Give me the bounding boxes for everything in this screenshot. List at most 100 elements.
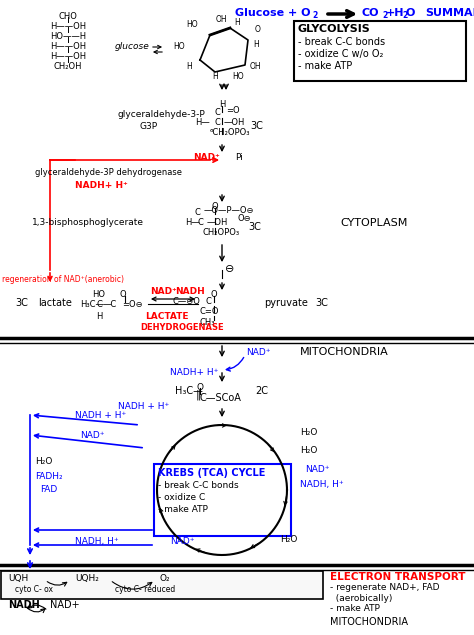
Text: HO: HO: [232, 72, 244, 81]
Text: C—SCoA: C—SCoA: [200, 393, 242, 403]
Text: Pi: Pi: [235, 153, 243, 162]
Text: glyceraldehyde-3P dehydrogenase: glyceraldehyde-3P dehydrogenase: [35, 168, 182, 177]
Text: CYTOPLASM: CYTOPLASM: [340, 218, 407, 228]
Text: MITOCHONDRIA: MITOCHONDRIA: [330, 617, 408, 627]
Text: H——OH: H——OH: [50, 42, 86, 51]
Text: NAD⁺: NAD⁺: [170, 537, 194, 546]
FancyBboxPatch shape: [0, 570, 474, 605]
Text: FADH₂: FADH₂: [35, 472, 63, 481]
Text: O: O: [212, 202, 219, 211]
Text: MITOCHONDRIA: MITOCHONDRIA: [300, 347, 389, 357]
Text: NADH+ H⁺: NADH+ H⁺: [75, 181, 128, 190]
Text: NAD⁺: NAD⁺: [193, 153, 220, 162]
Text: C—⊖O: C—⊖O: [172, 297, 200, 306]
FancyBboxPatch shape: [294, 21, 466, 81]
Text: C: C: [96, 300, 102, 309]
Text: ⁶CH₂OPO₃: ⁶CH₂OPO₃: [210, 128, 250, 137]
Text: NAD⁺: NAD⁺: [305, 465, 329, 474]
Text: 1,3-bisphosphoglycerate: 1,3-bisphosphoglycerate: [32, 218, 144, 227]
Text: CH₂OH: CH₂OH: [54, 62, 82, 71]
Text: KREBS (TCA) CYCLE: KREBS (TCA) CYCLE: [158, 468, 265, 478]
Text: UQH: UQH: [8, 574, 28, 583]
Text: NADH, H⁺: NADH, H⁺: [75, 537, 118, 546]
Text: H: H: [96, 312, 102, 321]
Text: =O⊖: =O⊖: [122, 300, 143, 309]
Text: —OH: —OH: [224, 118, 246, 127]
Text: OH: OH: [216, 15, 228, 24]
Text: +H: +H: [386, 8, 404, 18]
Text: G3P: G3P: [140, 122, 158, 131]
Text: CHO: CHO: [59, 12, 77, 21]
Text: O⊖: O⊖: [238, 214, 252, 223]
Text: —O—P—O⊖: —O—P—O⊖: [204, 206, 255, 215]
Text: - break C-C bonds: - break C-C bonds: [298, 37, 385, 47]
Text: H: H: [186, 62, 192, 71]
Text: NADH + H⁺: NADH + H⁺: [75, 411, 126, 420]
Text: C: C: [194, 208, 200, 217]
Text: O₂: O₂: [160, 574, 171, 583]
Text: DEHYDROGENASE: DEHYDROGENASE: [140, 323, 224, 332]
Text: regeneration of NAD⁺(anerobic): regeneration of NAD⁺(anerobic): [2, 275, 124, 284]
Text: H—: H—: [185, 218, 200, 227]
Text: 3C: 3C: [250, 121, 263, 131]
Text: H—: H—: [195, 118, 210, 127]
Text: (aerobically): (aerobically): [330, 594, 392, 603]
Text: O: O: [210, 290, 217, 299]
Text: - regenerate NAD+, FAD: - regenerate NAD+, FAD: [330, 583, 439, 592]
Text: NADH+ H⁺: NADH+ H⁺: [170, 368, 219, 377]
Text: glyceraldehyde-3-P: glyceraldehyde-3-P: [118, 110, 206, 119]
Text: NAD⁺: NAD⁺: [246, 348, 271, 357]
Text: O: O: [197, 383, 203, 392]
Text: 3C: 3C: [315, 298, 328, 308]
Text: H₂O: H₂O: [300, 428, 318, 437]
Text: - oxidize C w/o O₂: - oxidize C w/o O₂: [298, 49, 383, 59]
Text: lactate: lactate: [38, 298, 72, 308]
Text: H: H: [253, 40, 259, 49]
Text: C: C: [214, 118, 220, 127]
Text: 2: 2: [382, 11, 387, 20]
Text: HO: HO: [186, 20, 198, 29]
Text: O: O: [406, 8, 415, 18]
Text: HO——H: HO——H: [50, 32, 86, 41]
Text: O: O: [120, 290, 127, 299]
Text: OH: OH: [250, 62, 262, 71]
Text: ‖: ‖: [196, 390, 201, 401]
Text: ⊖: ⊖: [225, 264, 234, 274]
FancyBboxPatch shape: [1, 571, 323, 599]
Text: 2C: 2C: [255, 386, 268, 396]
Text: —OH: —OH: [207, 218, 228, 227]
Text: NADH: NADH: [175, 287, 205, 296]
Text: C: C: [197, 218, 203, 227]
Text: NADH + H⁺: NADH + H⁺: [118, 402, 169, 411]
Text: H: H: [219, 100, 225, 109]
Text: H₂O: H₂O: [280, 535, 297, 544]
Text: C=O: C=O: [200, 307, 219, 316]
Text: H——OH: H——OH: [50, 22, 86, 31]
Text: - break C-C bonds: - break C-C bonds: [158, 481, 238, 490]
Text: HO: HO: [173, 42, 185, 51]
Text: - make ATP: - make ATP: [158, 505, 208, 514]
Text: NAD⁺: NAD⁺: [80, 431, 104, 440]
Text: H₂O: H₂O: [35, 457, 52, 466]
Text: H——OH: H——OH: [50, 52, 86, 61]
Text: CH₃: CH₃: [200, 318, 216, 327]
Text: UQH₂: UQH₂: [75, 574, 99, 583]
Text: CH₂OPO₃: CH₂OPO₃: [203, 228, 240, 237]
Text: NAD⁺: NAD⁺: [150, 287, 177, 296]
Text: cyto C- reduced: cyto C- reduced: [115, 585, 175, 594]
Text: C: C: [206, 297, 212, 306]
Text: —C: —C: [103, 300, 117, 309]
Text: Glucose + O: Glucose + O: [235, 8, 310, 18]
Text: LACTATE: LACTATE: [145, 312, 189, 321]
Text: FAD: FAD: [40, 485, 57, 494]
Text: pyruvate: pyruvate: [264, 298, 308, 308]
Text: NADH, H⁺: NADH, H⁺: [300, 480, 344, 489]
Text: H: H: [234, 18, 240, 27]
Text: NAD+: NAD+: [50, 600, 80, 610]
FancyBboxPatch shape: [154, 464, 291, 536]
Text: CO: CO: [362, 8, 380, 18]
Text: - make ATP: - make ATP: [330, 604, 380, 613]
Text: ELECTRON TRANSPORT: ELECTRON TRANSPORT: [330, 572, 465, 582]
Text: - oxidize C: - oxidize C: [158, 493, 205, 502]
Text: cyto C- ox: cyto C- ox: [15, 585, 53, 594]
